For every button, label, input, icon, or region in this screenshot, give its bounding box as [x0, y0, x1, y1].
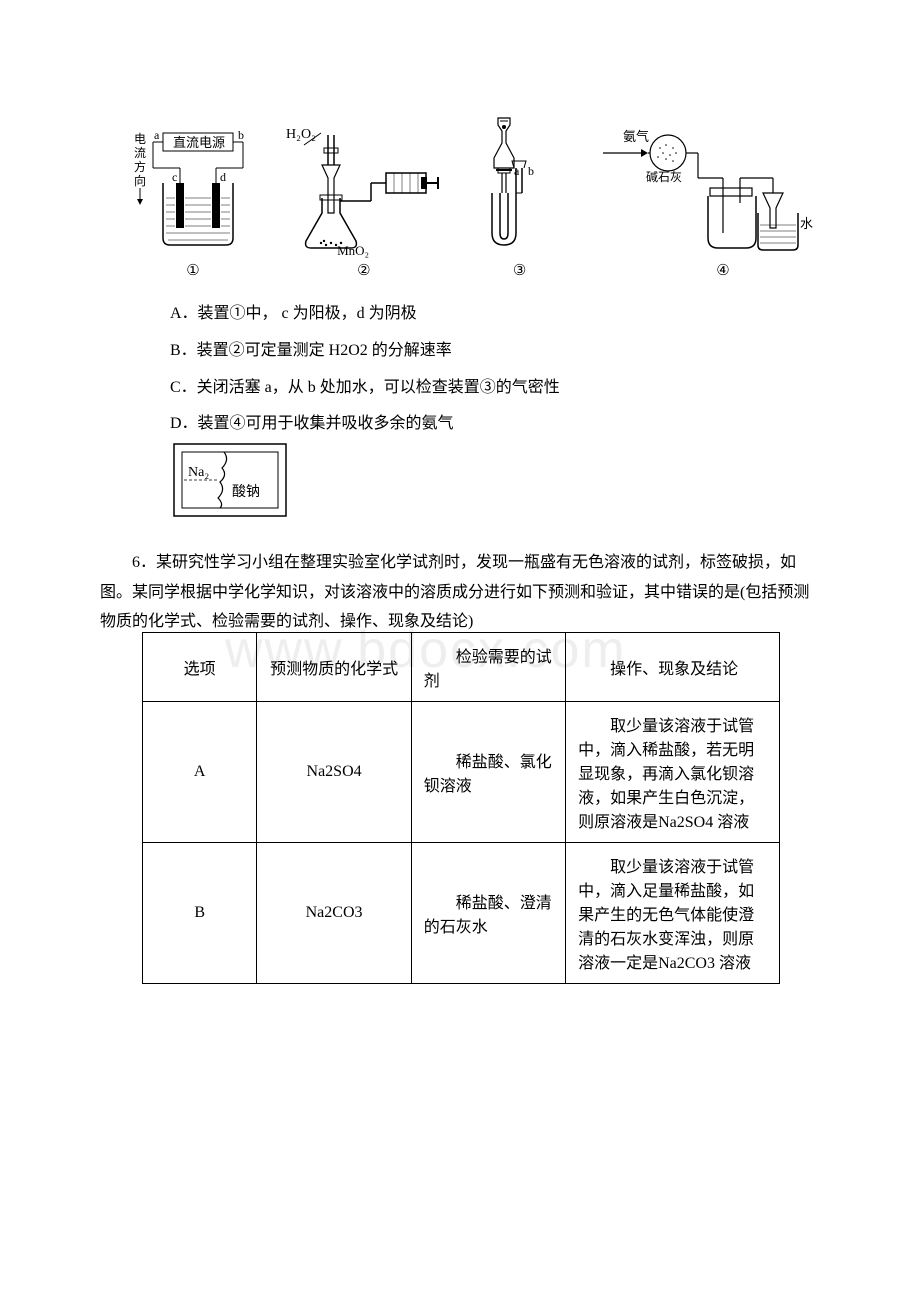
cell-reagent-a: 稀盐酸、氯化钡溶液 [411, 702, 565, 843]
node-b: b [238, 128, 244, 142]
th-reagent: 检验需要的试剂 [411, 633, 565, 702]
option-c: C．关闭活塞 a，从 b 处加水，可以检查装置③的气密性 [170, 370, 820, 407]
svg-text:方: 方 [134, 159, 146, 174]
diagram-2-svg: H₂O₂ [286, 123, 441, 253]
diagram-3: a b ③ [470, 113, 570, 280]
cell-option-b: B [143, 843, 257, 984]
torn-label-diagram: Na₂ 酸钠 [170, 440, 290, 525]
diagram-row: 电 流 方 向 直流电源 a b c d [128, 110, 848, 280]
water-label: 水 [800, 216, 813, 231]
cell-operation-a: 取少量该溶液于试管中，滴入稀盐酸，若无明显现象，再滴入氯化钡溶液，如果产生白色沉… [566, 702, 780, 843]
drying-label: 碱石灰 [646, 170, 682, 184]
option-a: A．装置①中， c 为阳极，d 为阴极 [170, 296, 820, 333]
node-a-3: a [514, 164, 520, 178]
diagram-4-svg: 氨气 碱石灰 [598, 123, 848, 253]
cell-option-a: A [143, 702, 257, 843]
node-a: a [154, 128, 160, 142]
option-b: B．装置②可定量测定 H2O2 的分解速率 [170, 333, 820, 370]
table-header-row: 选项 预测物质的化学式 检验需要的试剂 操作、现象及结论 [143, 633, 780, 702]
th-operation: 操作、现象及结论 [566, 633, 780, 702]
answer-table: 选项 预测物质的化学式 检验需要的试剂 操作、现象及结论 A Na2SO4 稀盐… [142, 632, 780, 984]
diagram-4-label: ④ [716, 261, 729, 280]
cell-reagent-b: 稀盐酸、澄清的石灰水 [411, 843, 565, 984]
torn-right: 酸钠 [232, 484, 260, 500]
cell-operation-b: 取少量该溶液于试管中，滴入足量稀盐酸，如果产生的无色气体能使澄清的石灰水变浑浊，… [566, 843, 780, 984]
table-row: B Na2CO3 稀盐酸、澄清的石灰水 取少量该溶液于试管中，滴入足量稀盐酸，如… [143, 843, 780, 984]
svg-text:流: 流 [134, 146, 146, 160]
svg-text:电: 电 [134, 132, 146, 146]
th-option: 选项 [143, 633, 257, 702]
node-b-3: b [528, 164, 534, 178]
torn-left: Na₂ [188, 465, 209, 480]
th-formula: 预测物质的化学式 [257, 633, 411, 702]
cell-formula-a: Na2SO4 [257, 702, 411, 843]
mno2-label: MnO₂ [337, 243, 369, 259]
ammonia-label: 氨气 [623, 129, 649, 144]
options-block: A．装置①中， c 为阳极，d 为阴极 B．装置②可定量测定 H2O2 的分解速… [170, 296, 820, 443]
power-label: 直流电源 [173, 135, 225, 150]
diagram-2-label: ② [357, 263, 370, 279]
diagram-1-label: ① [186, 261, 199, 280]
node-d: d [220, 170, 226, 184]
diagram-1: 电 流 方 向 直流电源 a b c d [128, 123, 258, 280]
diagram-3-label: ③ [513, 261, 526, 280]
question-6-text: 6．某研究性学习小组在整理实验室化学试剂时，发现一瓶盛有无色溶液的试剂，标签破损… [100, 548, 820, 637]
svg-text:向: 向 [134, 173, 146, 188]
diagram-1-svg: 电 流 方 向 直流电源 a b c d [128, 123, 258, 253]
diagram-4: 氨气 碱石灰 [598, 123, 848, 280]
option-d: D．装置④可用于收集并吸收多余的氨气 [170, 406, 820, 443]
node-c: c [172, 170, 177, 184]
diagram-2: H₂O₂ [286, 123, 441, 280]
cell-formula-b: Na2CO3 [257, 843, 411, 984]
diagram-3-svg: a b [470, 113, 570, 253]
table-row: A Na2SO4 稀盐酸、氯化钡溶液 取少量该溶液于试管中，滴入稀盐酸，若无明显… [143, 702, 780, 843]
